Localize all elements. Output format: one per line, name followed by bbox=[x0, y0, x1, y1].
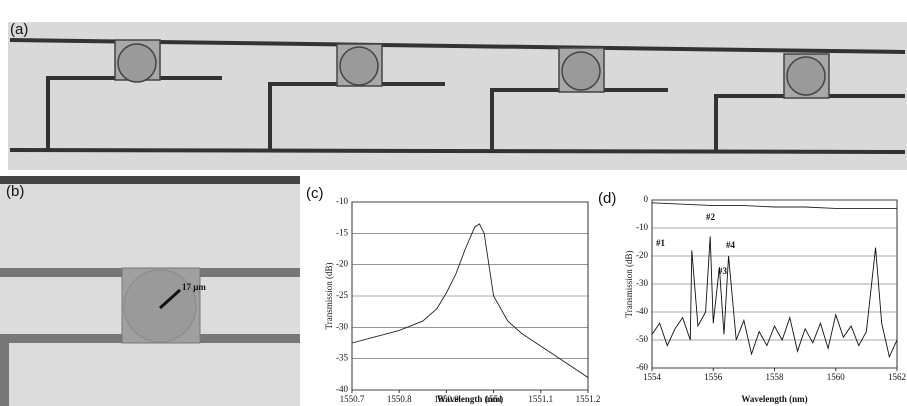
y-tick-label: -50 bbox=[636, 334, 648, 344]
x-tick-label: 1550.8 bbox=[387, 394, 412, 404]
y-tick-label: -15 bbox=[336, 227, 348, 237]
y-tick-label: -20 bbox=[636, 250, 648, 260]
x-tick-label: 1551.2 bbox=[576, 394, 601, 404]
x-tick-label: 1551.1 bbox=[528, 394, 553, 404]
y-tick-label: -10 bbox=[336, 196, 348, 206]
y-axis-label: Transmission (dB) bbox=[624, 251, 634, 318]
data-line bbox=[651, 202, 897, 209]
x-axis-label: Wavelength (nm) bbox=[437, 394, 503, 404]
annotation: #4 bbox=[726, 240, 736, 250]
data-line bbox=[351, 223, 589, 378]
annotation: #3 bbox=[718, 266, 728, 276]
y-tick-label: -20 bbox=[336, 259, 348, 269]
y-tick-label: -30 bbox=[636, 278, 648, 288]
y-tick-label: -40 bbox=[636, 306, 648, 316]
y-tick-label: -30 bbox=[336, 321, 348, 331]
panel-label: (b) bbox=[6, 183, 24, 200]
x-tick-label: 1554 bbox=[643, 372, 662, 382]
data-line bbox=[651, 236, 898, 359]
x-tick-label: 1556 bbox=[704, 372, 723, 382]
x-axis-label: Wavelength (nm) bbox=[741, 394, 807, 404]
y-tick-label: -60 bbox=[636, 362, 648, 372]
y-tick-label: -35 bbox=[336, 353, 348, 363]
border-b bbox=[0, 176, 300, 184]
y-tick-label: -25 bbox=[336, 290, 348, 300]
panel-label: (a) bbox=[10, 21, 28, 38]
y-tick-label: -40 bbox=[336, 384, 348, 394]
y-tick-label: 0 bbox=[644, 194, 649, 204]
x-tick-label: 1551 bbox=[485, 394, 503, 404]
y-tick-label: -10 bbox=[636, 222, 648, 232]
panel-label: (d) bbox=[598, 190, 616, 207]
rings-a bbox=[114, 39, 830, 99]
x-tick-label: 1562 bbox=[888, 372, 906, 382]
ring-b bbox=[0, 267, 300, 406]
y-axis-label: Transmission (dB) bbox=[324, 263, 334, 330]
x-tick-label: 1558 bbox=[766, 372, 785, 382]
panel-label: (c) bbox=[306, 185, 324, 202]
scale-label: 17 µm bbox=[182, 282, 206, 292]
annotation: #2 bbox=[706, 212, 716, 222]
x-tick-label: 1550.7 bbox=[340, 394, 365, 404]
x-tick-label: 1550.9 bbox=[434, 394, 459, 404]
x-tick-label: 1560 bbox=[827, 372, 846, 382]
annotation: #1 bbox=[656, 238, 666, 248]
